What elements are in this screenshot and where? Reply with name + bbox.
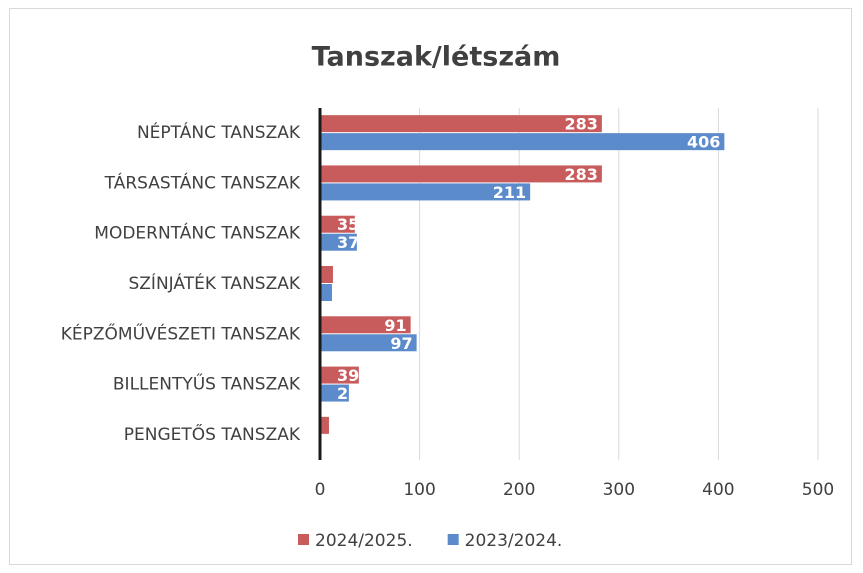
- bar: [320, 133, 725, 151]
- legend-swatch: [298, 534, 309, 545]
- bar: [320, 334, 417, 352]
- y-tick-label: SZÍNJÁTÉK TANSZAK: [129, 272, 301, 294]
- value-label: 91: [384, 316, 406, 335]
- x-tick-label: 300: [603, 480, 635, 500]
- legend-label: 2023/2024.: [465, 531, 563, 551]
- value-label: 29: [337, 384, 359, 403]
- x-tick-label: 200: [503, 480, 535, 500]
- x-tick-label: 400: [702, 480, 734, 500]
- value-label: 39: [337, 366, 359, 385]
- x-tick-label: 500: [802, 480, 834, 500]
- legend-swatch: [447, 534, 459, 545]
- bar: [320, 183, 531, 201]
- bar: [320, 316, 411, 334]
- y-tick-label: NÉPTÁNC TANSZAK: [137, 121, 301, 143]
- bar: [320, 366, 359, 384]
- value-label: 37: [337, 233, 359, 252]
- x-tick-label: 0: [315, 480, 326, 500]
- chart-frame: [9, 8, 852, 565]
- x-tick-label: 100: [403, 480, 435, 500]
- y-tick-label: BILLENTYŰS TANSZAK: [113, 373, 301, 395]
- legend-label: 2024/2025.: [315, 531, 413, 551]
- value-label: 35: [337, 215, 359, 234]
- y-tick-label: TÁRSASTÁNC TANSZAK: [104, 171, 301, 193]
- y-tick-label: PENGETŐS TANSZAK: [124, 423, 301, 445]
- bar: [320, 165, 602, 183]
- value-label: 283: [564, 115, 597, 134]
- value-label: 283: [564, 165, 597, 184]
- chart-title: Tanszak/létszám: [312, 42, 561, 73]
- bar: [320, 115, 602, 133]
- value-label: 211: [493, 183, 526, 202]
- value-label: 406: [687, 133, 720, 152]
- bar: [320, 215, 355, 233]
- bar: [320, 284, 332, 301]
- y-tick-label: MODERNTÁNC TANSZAK: [94, 222, 301, 244]
- bar: [320, 266, 333, 283]
- bar: [320, 384, 349, 402]
- bar: [320, 416, 329, 434]
- y-tick-label: KÉPZŐMŰVÉSZETI TANSZAK: [61, 322, 301, 344]
- value-label: 97: [390, 334, 412, 353]
- bar: [320, 233, 357, 251]
